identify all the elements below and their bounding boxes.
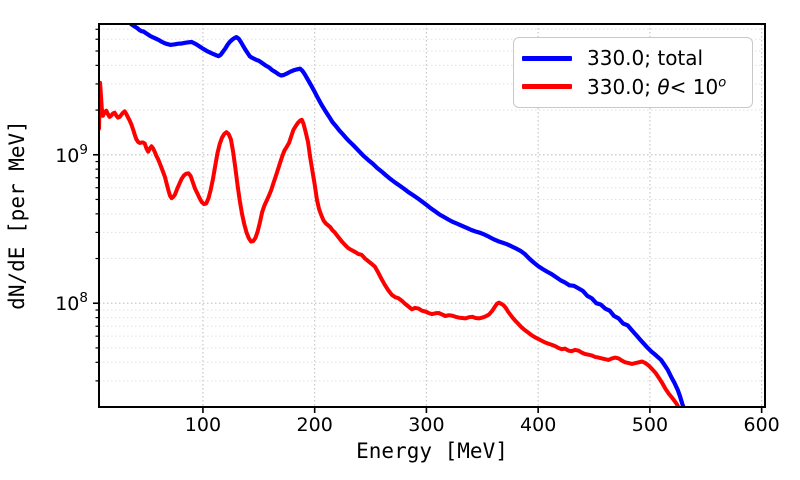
series-line-total xyxy=(128,24,686,407)
x-tick-label: 400 xyxy=(520,414,556,436)
legend-label-theta: 330.0; θ< 10o xyxy=(587,74,727,99)
plot-frame xyxy=(98,23,766,408)
y-tick-label: 108 xyxy=(55,290,88,315)
tick-labels: 108 109 100 200 300 400 500 600 xyxy=(55,142,780,436)
legend-entry-total: 330.0; total xyxy=(522,48,740,68)
legend-label-total: 330.0; total xyxy=(587,46,704,71)
legend: 330.0; total 330.0; θ< 10o xyxy=(513,37,753,108)
x-axis-label: Energy [MeV] xyxy=(356,439,508,463)
x-tick-label: 600 xyxy=(744,414,780,436)
minor-gridlines xyxy=(99,28,765,382)
x-tick-label: 300 xyxy=(408,414,444,436)
x-tick-label: 100 xyxy=(185,414,221,436)
x-tick-label: 200 xyxy=(297,414,333,436)
legend-line-blue xyxy=(522,56,572,61)
major-gridlines xyxy=(99,24,765,407)
data-curves xyxy=(99,24,686,407)
tick-marks xyxy=(93,28,763,413)
y-tick-label: 109 xyxy=(55,142,88,167)
series-line-theta xyxy=(99,80,681,407)
legend-line-red xyxy=(522,84,572,89)
legend-entry-theta: 330.0; θ< 10o xyxy=(522,74,740,99)
x-tick-label: 500 xyxy=(632,414,668,436)
y-axis-label: dN/dE [per MeV] xyxy=(5,120,29,310)
